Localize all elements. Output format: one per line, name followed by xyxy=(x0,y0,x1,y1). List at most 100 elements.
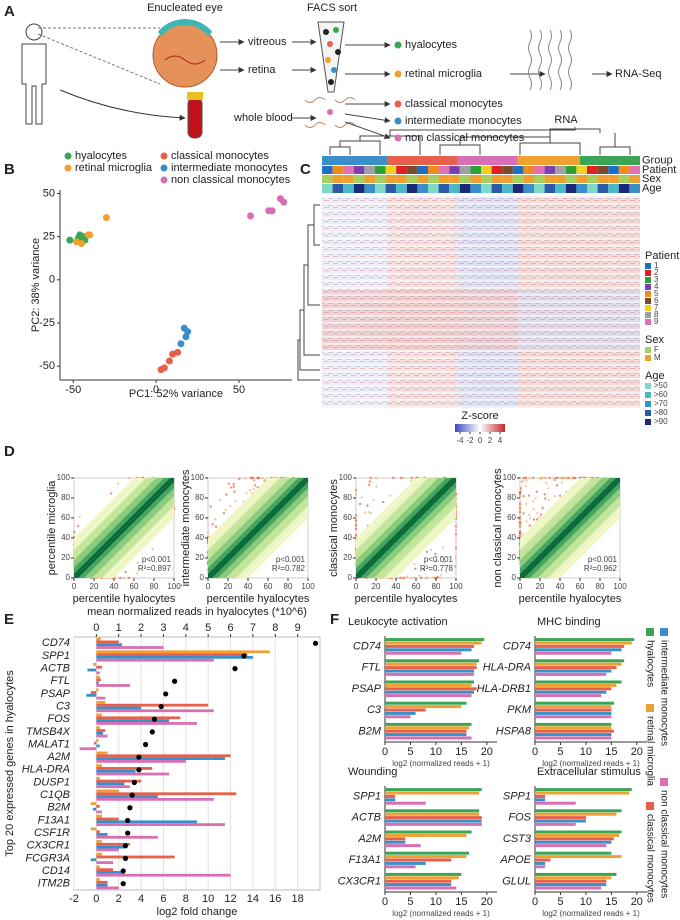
density-dot xyxy=(124,570,127,574)
x-tick-label: 0 xyxy=(382,746,388,758)
person-body xyxy=(21,43,47,125)
bar xyxy=(96,759,186,763)
bar xyxy=(96,665,102,669)
bar xyxy=(385,809,480,813)
x-tick-label: 40 xyxy=(556,582,565,591)
density-dot xyxy=(518,530,522,533)
bar xyxy=(90,827,97,831)
density-dot xyxy=(529,517,532,520)
density-dot xyxy=(412,576,416,580)
density-dot xyxy=(525,520,528,523)
bar xyxy=(96,653,248,656)
bar xyxy=(385,791,480,795)
bar xyxy=(385,669,475,673)
patient-cell xyxy=(396,166,407,174)
legend-label: hyalocytes xyxy=(75,150,127,162)
density-dot xyxy=(435,559,438,563)
bar xyxy=(96,833,108,836)
panel-label: A xyxy=(4,3,15,20)
legend-title: Age xyxy=(645,370,665,382)
density-dot xyxy=(372,498,375,501)
bar xyxy=(79,747,97,751)
bar xyxy=(385,788,482,792)
bar xyxy=(385,851,469,855)
patient-cell xyxy=(629,166,640,174)
density-dot xyxy=(454,565,457,568)
age-cell xyxy=(322,184,333,193)
sex-cell xyxy=(512,175,524,183)
legend-swatch xyxy=(645,291,651,297)
blood-tube xyxy=(187,97,203,139)
sex-cell xyxy=(576,175,587,183)
density-dot xyxy=(560,481,564,484)
bar xyxy=(535,876,612,880)
point xyxy=(122,843,129,849)
category-label: FTL xyxy=(50,675,70,687)
point xyxy=(142,741,149,748)
legend-label: 6 xyxy=(654,296,659,305)
category-label: PSAP xyxy=(352,683,382,695)
patient-cell xyxy=(438,166,450,174)
group-bar xyxy=(580,156,640,165)
sex-cell xyxy=(502,175,513,183)
bar xyxy=(96,722,197,725)
point xyxy=(268,207,276,215)
bar xyxy=(90,858,97,862)
bar xyxy=(535,809,622,813)
density-dot xyxy=(367,511,370,514)
colorbar-tick-label: -4 xyxy=(456,436,464,445)
legend-swatch xyxy=(646,628,654,636)
sex-cell xyxy=(544,175,556,183)
legend-swatch xyxy=(645,284,651,290)
density-dot xyxy=(232,485,236,488)
bar xyxy=(96,719,170,723)
density-dot xyxy=(227,482,230,485)
bar xyxy=(535,733,612,737)
bar xyxy=(385,644,475,648)
density-dot xyxy=(77,524,80,528)
bar xyxy=(535,861,546,865)
point xyxy=(86,231,94,239)
bar xyxy=(385,672,475,676)
x-tick-label: 20 xyxy=(631,896,643,908)
population-label: non classical monocytes xyxy=(405,132,525,144)
x-tick-label: 10 xyxy=(430,896,442,908)
x-tick-label: 20 xyxy=(631,746,643,758)
patient-cell xyxy=(565,166,577,174)
legend-swatch xyxy=(64,164,72,172)
density-dot xyxy=(444,570,448,573)
colorbar-title: Z-score xyxy=(461,410,498,422)
patient-cell xyxy=(523,166,534,174)
x-tick-label: 14 xyxy=(247,893,259,905)
category-label: ACTB xyxy=(40,663,70,675)
density-dot xyxy=(518,521,522,524)
x-tick-label: 6 xyxy=(160,893,166,905)
x-tick-label: 60 xyxy=(412,582,421,591)
sex-cell xyxy=(608,175,619,183)
bar xyxy=(535,638,635,642)
sex-cell xyxy=(618,175,630,183)
panel-label: D xyxy=(4,443,15,460)
bar xyxy=(535,705,612,709)
density-dot xyxy=(369,511,373,515)
panel-label: F xyxy=(330,611,339,628)
x-tick-label: 8 xyxy=(183,893,189,905)
age-cell xyxy=(629,184,640,193)
bar xyxy=(385,840,406,844)
bar xyxy=(535,648,622,652)
point xyxy=(312,640,319,646)
bar xyxy=(535,865,546,869)
legend-label: 2 xyxy=(654,268,659,277)
age-cell xyxy=(353,184,365,193)
population-dot xyxy=(394,41,402,49)
x-tick-label: -50 xyxy=(65,384,81,396)
patient-cell xyxy=(343,166,354,174)
density-dot xyxy=(409,479,413,483)
bar xyxy=(535,788,632,792)
density-dot xyxy=(420,576,423,580)
bar xyxy=(535,644,625,648)
density-dot xyxy=(127,476,131,480)
age-cell xyxy=(438,184,450,193)
x-tick-label: 60 xyxy=(264,582,273,591)
density-dot xyxy=(567,476,570,480)
